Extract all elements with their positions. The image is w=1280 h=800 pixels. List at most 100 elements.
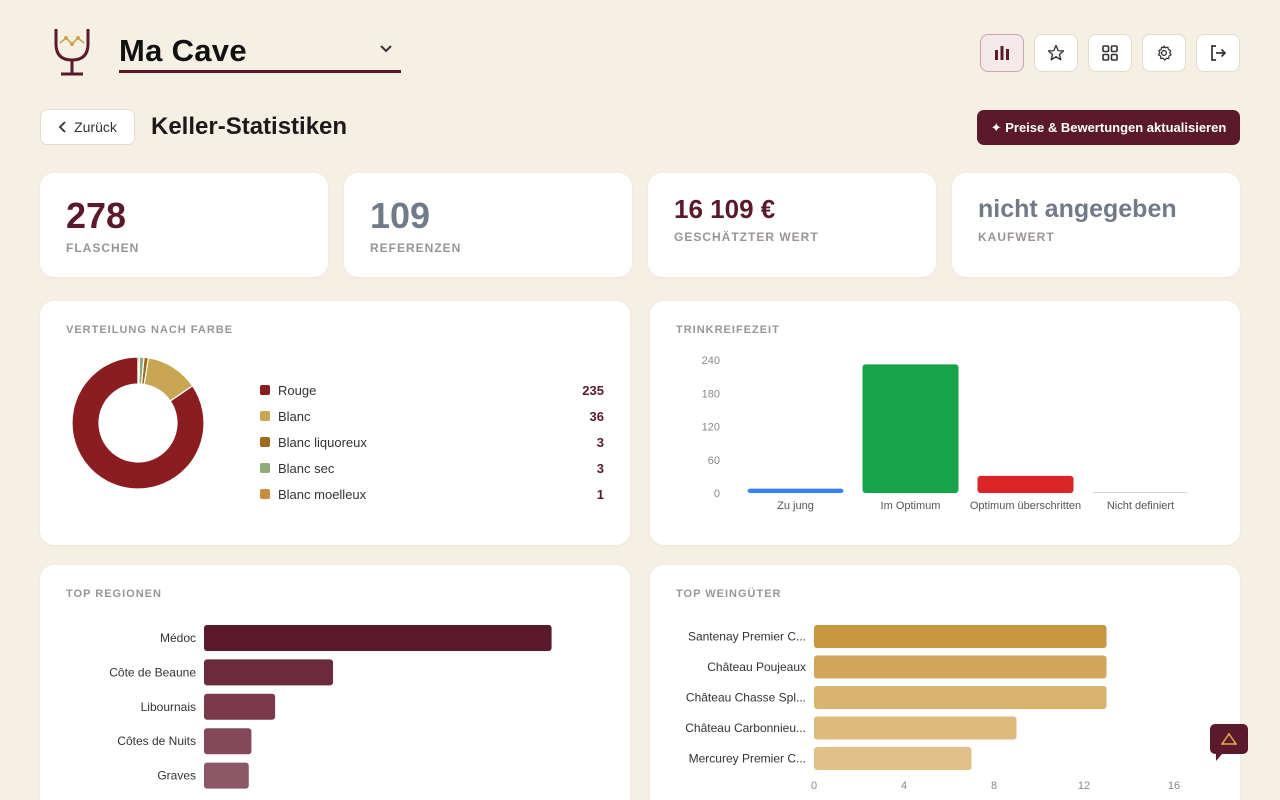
bar bbox=[814, 625, 1107, 648]
legend-count: 235 bbox=[582, 382, 604, 398]
stat-card-estimated-value: 16 109 € GESCHÄTZTER WERT bbox=[648, 173, 936, 277]
regions-panel: TOP REGIONEN Médoc Côte de Beaune Libourna… bbox=[40, 565, 630, 800]
bar bbox=[862, 364, 959, 493]
star-icon bbox=[1047, 44, 1065, 61]
x-tick-label: 4 bbox=[901, 780, 907, 792]
estimated-value: 16 109 € bbox=[674, 194, 776, 224]
y-category-label: Graves bbox=[157, 769, 196, 783]
logout-button[interactable] bbox=[1196, 34, 1240, 72]
header-actions bbox=[980, 34, 1240, 72]
bar bbox=[747, 488, 844, 493]
cellar-name: Ma Cave bbox=[119, 33, 247, 68]
bar bbox=[977, 475, 1074, 493]
x-tick-label: 12 bbox=[1078, 780, 1090, 792]
assistant-icon bbox=[1221, 733, 1237, 745]
legend-label: Rouge bbox=[278, 382, 317, 398]
assistant-chat-button[interactable] bbox=[1210, 724, 1248, 761]
legend-count: 36 bbox=[589, 408, 604, 424]
y-category-label: Château Poujeaux bbox=[707, 660, 806, 674]
x-category-label: Zu jung bbox=[777, 500, 814, 512]
y-category-label: Santenay Premier C... bbox=[688, 630, 806, 644]
y-category-label: Médoc bbox=[160, 631, 196, 645]
y-tick-label: 240 bbox=[702, 355, 720, 367]
bar bbox=[204, 693, 276, 720]
purchase-value-label: KAUFWERT bbox=[978, 230, 1055, 244]
legend-label: Blanc sec bbox=[278, 460, 335, 476]
legend-swatch bbox=[260, 437, 270, 447]
bar bbox=[814, 655, 1107, 679]
stat-card-purchase-value: nicht angegeben KAUFWERT bbox=[952, 173, 1240, 277]
back-button[interactable]: Zurück bbox=[40, 109, 135, 145]
maturity-bar-chart: 0 60 120 180 240 Zu jung Im Optimum Optimum übe… bbox=[702, 355, 1189, 512]
legend-swatch bbox=[260, 463, 270, 473]
stat-card-bottles: 278 FLASCHEN bbox=[40, 173, 328, 277]
logout-icon bbox=[1211, 45, 1227, 61]
stats-button[interactable] bbox=[980, 34, 1024, 72]
x-tick-label: 0 bbox=[811, 780, 817, 792]
bottles-count: 278 bbox=[66, 195, 127, 236]
wine-glass-logo bbox=[54, 29, 90, 76]
y-category-label: Côtes de Nuits bbox=[117, 734, 196, 748]
settings-button[interactable] bbox=[1142, 34, 1186, 72]
x-category-label: Optimum überschritten bbox=[970, 500, 1081, 512]
legend-count: 1 bbox=[596, 486, 604, 502]
color-legend: Rouge 235 Blanc 36 Blanc liquoreux 3 Blanc sec… bbox=[260, 377, 604, 507]
legend-label: Blanc liquoreux bbox=[278, 434, 367, 450]
y-category-label: Mercurey Premier C... bbox=[689, 752, 806, 766]
legend-item: Blanc liquoreux 3 bbox=[260, 429, 604, 455]
x-tick-label: 8 bbox=[991, 780, 997, 792]
legend-label: Blanc moelleux bbox=[278, 486, 367, 502]
cellar-select[interactable]: Ma Cave bbox=[119, 32, 401, 73]
maturity-panel: TRINKREIFEZEIT 0 60 120 180 240 Zu jung Im Opt… bbox=[650, 301, 1240, 545]
legend-item: Blanc sec 3 bbox=[260, 455, 604, 481]
bar bbox=[814, 686, 1107, 709]
favorites-button[interactable] bbox=[1034, 34, 1078, 72]
stat-card-references: 109 REFERENZEN bbox=[344, 173, 632, 277]
legend-label: Blanc bbox=[278, 408, 311, 424]
update-prices-button[interactable]: ✦ Preise & Bewertungen aktualisieren bbox=[977, 110, 1240, 145]
chevron-down-icon bbox=[380, 45, 392, 53]
y-category-label: Château Chasse Spl... bbox=[686, 691, 806, 705]
y-category-label: Libournais bbox=[141, 700, 196, 714]
bar bbox=[1092, 492, 1189, 493]
y-tick-label: 60 bbox=[708, 455, 720, 467]
purchase-value: nicht angegeben bbox=[978, 195, 1177, 223]
estimated-value-label: GESCHÄTZTER WERT bbox=[674, 230, 819, 244]
estates-bar-chart: Santenay Premier C... Château Poujeaux Châ… bbox=[685, 625, 1180, 792]
legend-count: 3 bbox=[596, 434, 604, 450]
color-distribution-panel: VERTEILUNG NACH FARBE Rouge 235 Blanc 36 Bla… bbox=[40, 301, 630, 545]
estates-title: TOP WEINGÜTER bbox=[676, 588, 782, 600]
y-category-label: Château Carbonnieu... bbox=[685, 721, 806, 735]
color-donut-chart bbox=[71, 356, 205, 490]
donut-slice bbox=[137, 356, 141, 385]
bar bbox=[814, 716, 1017, 740]
bar bbox=[204, 762, 249, 789]
bar bbox=[204, 659, 334, 686]
y-tick-label: 0 bbox=[714, 488, 720, 500]
bar bbox=[204, 625, 552, 651]
legend-swatch bbox=[260, 411, 270, 421]
references-label: REFERENZEN bbox=[370, 241, 462, 255]
maturity-title: TRINKREIFEZEIT bbox=[676, 324, 780, 336]
estates-panel: TOP WEINGÜTER Santenay Premier C... Châte… bbox=[650, 565, 1240, 800]
regions-bar-chart: Médoc Côte de Beaune Libournais Côtes de Nu… bbox=[109, 625, 552, 789]
stats-icon bbox=[995, 46, 1009, 60]
back-label: Zurück bbox=[74, 119, 117, 135]
y-tick-label: 120 bbox=[702, 422, 720, 434]
donut-slice bbox=[71, 356, 205, 490]
bottles-label: FLASCHEN bbox=[66, 241, 140, 255]
legend-swatch bbox=[260, 385, 270, 395]
y-tick-label: 180 bbox=[702, 388, 720, 400]
y-category-label: Côte de Beaune bbox=[109, 665, 196, 679]
settings-icon bbox=[1157, 45, 1172, 61]
grid-view-button[interactable] bbox=[1088, 34, 1132, 72]
legend-item: Rouge 235 bbox=[260, 377, 604, 403]
legend-item: Blanc 36 bbox=[260, 403, 604, 429]
x-category-label: Nicht definiert bbox=[1107, 500, 1174, 512]
references-count: 109 bbox=[370, 195, 431, 236]
bar bbox=[204, 728, 252, 755]
legend-item: Blanc moelleux 1 bbox=[260, 481, 604, 507]
x-tick-label: 16 bbox=[1168, 780, 1180, 792]
page-title: Keller-Statistiken bbox=[151, 113, 348, 140]
grid-icon bbox=[1102, 45, 1118, 61]
